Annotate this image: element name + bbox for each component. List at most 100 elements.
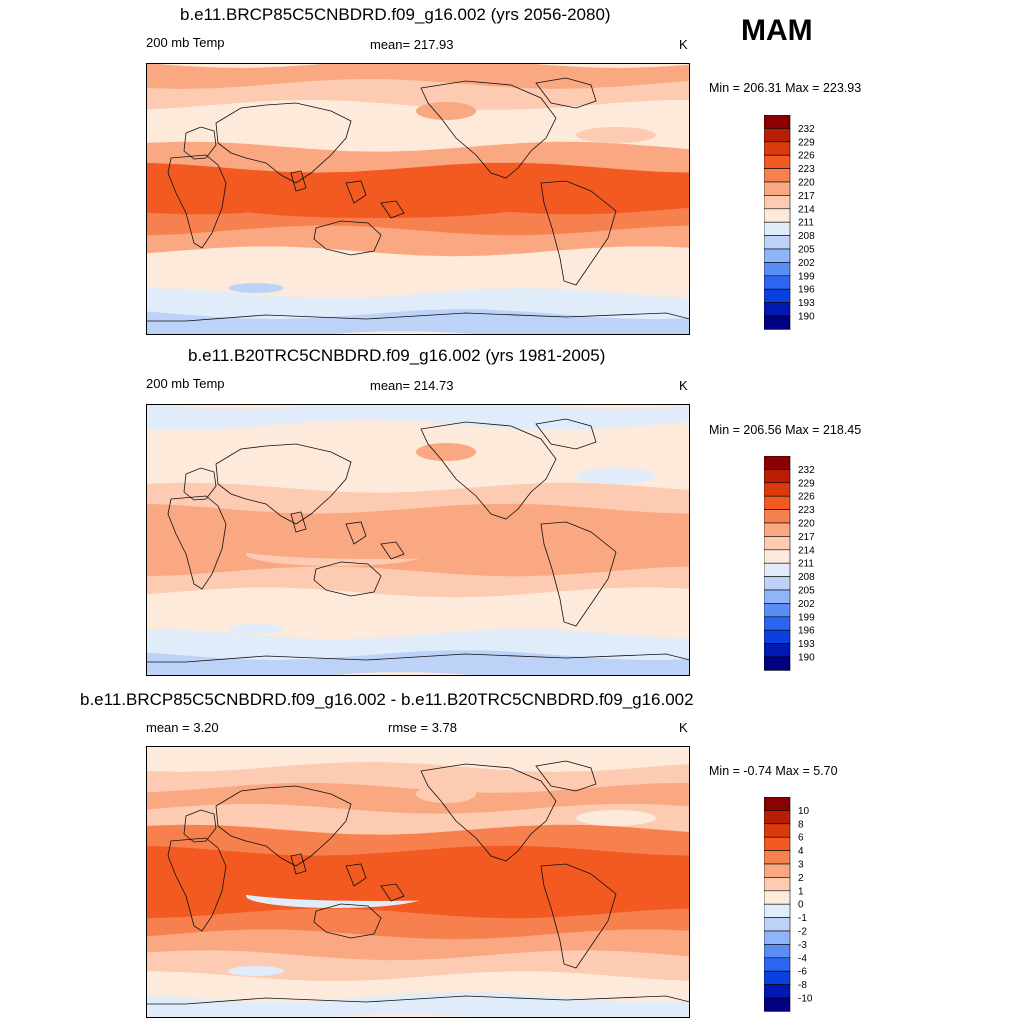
- colorbar-swatch: [764, 549, 791, 564]
- contour-blob: [576, 468, 656, 484]
- coastline: [540, 521, 617, 627]
- coastline: [345, 863, 367, 887]
- coastline: [183, 809, 217, 843]
- coastline: [290, 853, 307, 875]
- colorbar-swatch: [764, 903, 791, 918]
- coastline: [380, 200, 405, 219]
- colorbar-swatch: [764, 810, 791, 825]
- temperature-map: [146, 63, 690, 335]
- contour-band: [146, 782, 690, 815]
- contour-band: [146, 120, 690, 153]
- map-frame: [146, 404, 690, 676]
- colorbar-swatch: [764, 629, 791, 644]
- colorbar-tick-label: -3: [798, 940, 807, 951]
- contour-band: [146, 929, 690, 962]
- colorbar-swatch: [764, 315, 791, 330]
- contour-band: [146, 162, 690, 195]
- colorbar-swatch: [764, 643, 791, 658]
- colorbar-swatch: [764, 302, 791, 317]
- colorbar-swatch: [764, 181, 791, 196]
- contour-blob: [228, 624, 284, 634]
- contour-band: [146, 420, 690, 452]
- contour-band: [146, 503, 690, 536]
- colorbar-tick-label: 232: [798, 124, 815, 135]
- colorbar-swatch: [764, 456, 791, 470]
- colorbar-tick-label: 205: [798, 586, 815, 597]
- contour-blob: [228, 283, 284, 293]
- coastline: [380, 883, 405, 902]
- contour-band: [146, 587, 690, 620]
- coastline: [215, 785, 352, 867]
- colorbar: 232 229 226 223 220 217 214 211 208 205 202 199 196 1…: [764, 115, 815, 330]
- colorbar-swatch: [764, 536, 791, 551]
- colorbar-tick-label: 223: [798, 505, 815, 516]
- colorbar-swatch: [764, 616, 791, 631]
- colorbar-tick-label: 1: [798, 886, 804, 897]
- contour-blob: [576, 810, 656, 826]
- colorbar-swatch: [764, 656, 791, 671]
- colorbar-swatch: [764, 970, 791, 985]
- colorbar-tick-label: 217: [798, 532, 815, 543]
- units-label: K: [679, 720, 688, 735]
- colorbar-tick-label: 226: [798, 492, 815, 503]
- colorbar-swatch: [764, 823, 791, 838]
- contour-band: [146, 762, 690, 794]
- map-frame: [146, 746, 690, 1018]
- colorbar-swatch: [764, 589, 791, 604]
- colorbar-tick-label: 208: [798, 572, 815, 583]
- coastline: [290, 170, 307, 192]
- contour-band: [146, 746, 690, 773]
- contour-blob: [416, 785, 476, 803]
- colorbar-swatch: [764, 562, 791, 577]
- coastline: [420, 421, 557, 520]
- mean-label: mean= 214.73: [370, 378, 454, 393]
- coastline: [535, 418, 597, 450]
- colorbar-tick-label: -4: [798, 953, 807, 964]
- contour-band: [146, 950, 690, 982]
- units-label: K: [679, 378, 688, 393]
- variable-label: 200 mb Temp: [146, 35, 225, 50]
- coastline: [420, 80, 557, 179]
- colorbar-tick-label: 217: [798, 191, 815, 202]
- contour-band: [146, 824, 690, 857]
- contour-blob: [416, 102, 476, 120]
- colorbar-swatch: [764, 288, 791, 303]
- contour-band: [146, 225, 690, 258]
- colorbar-tick-label: 10: [798, 806, 810, 817]
- colorbar-swatch: [764, 917, 791, 932]
- coastline: [380, 541, 405, 560]
- colorbar-swatch: [764, 168, 791, 183]
- colorbar-swatch: [764, 248, 791, 263]
- colorbar-swatch: [764, 235, 791, 250]
- colorbar-swatch: [764, 221, 791, 236]
- colorbar-swatch: [764, 522, 791, 537]
- colorbar-tick-label: 202: [798, 258, 815, 269]
- coastline: [215, 102, 352, 184]
- coastline: [313, 220, 382, 256]
- coastline: [540, 863, 617, 969]
- colorbar-swatch: [764, 863, 791, 878]
- colorbar-tick-label: 196: [798, 285, 815, 296]
- difference-mean-label: mean = 3.20: [146, 720, 219, 735]
- colorbar-swatch: [764, 576, 791, 591]
- colorbar-tick-label: 0: [798, 900, 804, 911]
- colorbar-tick-label: 202: [798, 599, 815, 610]
- coastline: [535, 77, 597, 109]
- coastline: [345, 180, 367, 204]
- colorbar-swatch: [764, 997, 791, 1012]
- contour-blob: [236, 198, 516, 218]
- panel-title: b.e11.BRCP85C5CNBDRD.f09_g16.002 - b.e11…: [80, 690, 694, 709]
- colorbar-tick-label: -10: [798, 994, 813, 1005]
- temperature-map: [146, 404, 690, 676]
- colorbar-tick-label: 211: [798, 559, 814, 570]
- contour-band: [146, 629, 690, 662]
- colorbar-tick-label: 220: [798, 519, 815, 530]
- contour-blob: [228, 966, 284, 976]
- colorbar-tick-label: 190: [798, 312, 815, 323]
- contour-band: [146, 566, 690, 599]
- contour-blob: [576, 127, 656, 143]
- colorbar-tick-label: -2: [798, 927, 807, 938]
- coastline: [183, 126, 217, 160]
- contour-band: [146, 288, 690, 321]
- colorbar-swatch: [764, 275, 791, 290]
